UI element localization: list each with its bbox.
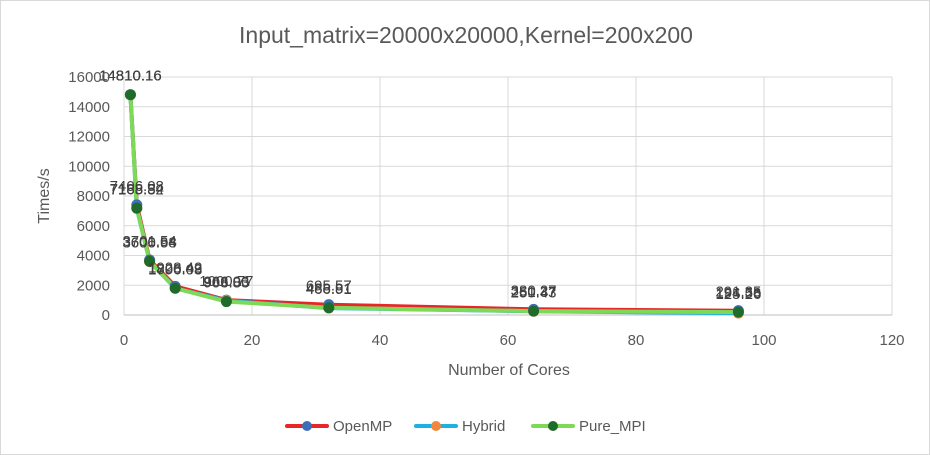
x-tick-label: 20 <box>244 332 261 349</box>
legend-marker <box>431 421 441 431</box>
series-line-pure-mpi <box>128 92 741 315</box>
y-tick-label: 10000 <box>68 158 110 175</box>
marker-pure-mpi <box>323 302 335 314</box>
y-tick-label: 8000 <box>77 188 110 205</box>
data-label-openmp: 1000.77 <box>199 273 253 290</box>
legend-item-openmp: OpenMP <box>285 418 392 435</box>
data-label-hybrid: 966.06 <box>203 274 249 291</box>
x-tick-label: 40 <box>372 332 389 349</box>
marker-pure-mpi <box>131 202 143 214</box>
series-lines <box>128 92 741 316</box>
legend-marker <box>302 421 312 431</box>
data-label-hybrid: 3600.64 <box>122 234 176 251</box>
x-tick-label: 0 <box>120 332 128 349</box>
data-label-openmp: 380.27 <box>511 282 557 299</box>
x-tick-label: 80 <box>628 332 645 349</box>
data-label-pure-mpi: 903.83 <box>203 275 249 292</box>
data-label-pure-mpi: 1800.49 <box>148 261 202 278</box>
marker-pure-mpi <box>124 89 136 101</box>
data-label-pure-mpi: 194.56 <box>715 285 761 302</box>
series-markers <box>124 89 744 319</box>
data-label-hybrid: 466.91 <box>306 281 352 298</box>
data-label-hybrid: 125.26 <box>715 286 761 303</box>
y-tick-label: 16000 <box>68 69 110 86</box>
marker-pure-mpi <box>169 282 181 294</box>
legend-label: Pure_MPI <box>579 418 646 435</box>
x-tick-label: 60 <box>500 332 517 349</box>
data-label-pure-mpi: 3606.98 <box>122 234 176 251</box>
data-label-openmp: 14810.16 <box>99 68 162 85</box>
x-axis-title: Number of Cores <box>448 362 570 379</box>
y-tick-label: 12000 <box>68 129 110 146</box>
x-tick-label: 120 <box>879 332 904 349</box>
tick-labels: 0 2000 4000 6000 8000 10000 12000 14000 16000 0 20… <box>68 69 904 349</box>
gridlines <box>123 76 893 316</box>
data-label-hybrid: 250.43 <box>511 284 557 301</box>
data-label-hybrid: 7165.82 <box>110 181 164 198</box>
marker-pure-mpi <box>528 305 540 317</box>
legend-label: OpenMP <box>333 418 392 435</box>
data-label-pure-mpi: 7188.54 <box>110 181 164 198</box>
legend-marker <box>548 421 558 431</box>
data-label-openmp: 7406.08 <box>110 178 164 195</box>
y-tick-label: 6000 <box>77 218 110 235</box>
legend-label: Hybrid <box>462 418 505 435</box>
y-tick-label: 0 <box>102 307 110 324</box>
marker-pure-mpi <box>144 255 156 267</box>
data-label-openmp: 1928.42 <box>148 259 202 276</box>
legend-item-hybrid: Hybrid <box>414 418 505 435</box>
legend: OpenMP Hybrid Pure_MPI <box>285 418 646 435</box>
data-label-pure-mpi: 14810.16 <box>99 68 162 85</box>
y-axis-title: Times/s <box>36 168 53 223</box>
y-tick-label: 2000 <box>77 277 110 294</box>
data-label-pure-mpi: 261.37 <box>511 284 557 301</box>
data-label-hybrid: 14810.16 <box>99 68 162 85</box>
marker-pure-mpi <box>220 296 232 308</box>
x-tick-label: 100 <box>751 332 776 349</box>
data-label-openmp: 695.57 <box>306 278 352 295</box>
data-label-openmp: 291.35 <box>715 284 761 301</box>
data-label-pure-mpi: 488.81 <box>306 281 352 298</box>
data-label-openmp: 3701.54 <box>122 233 176 250</box>
data-label-hybrid: 1796.08 <box>148 261 202 278</box>
marker-pure-mpi <box>732 306 744 318</box>
chart-title: Input_matrix=20000x20000,Kernel=200x200 <box>239 22 693 48</box>
legend-item-pure-mpi: Pure_MPI <box>531 418 646 435</box>
y-tick-label: 14000 <box>68 99 110 116</box>
y-tick-label: 4000 <box>77 248 110 265</box>
